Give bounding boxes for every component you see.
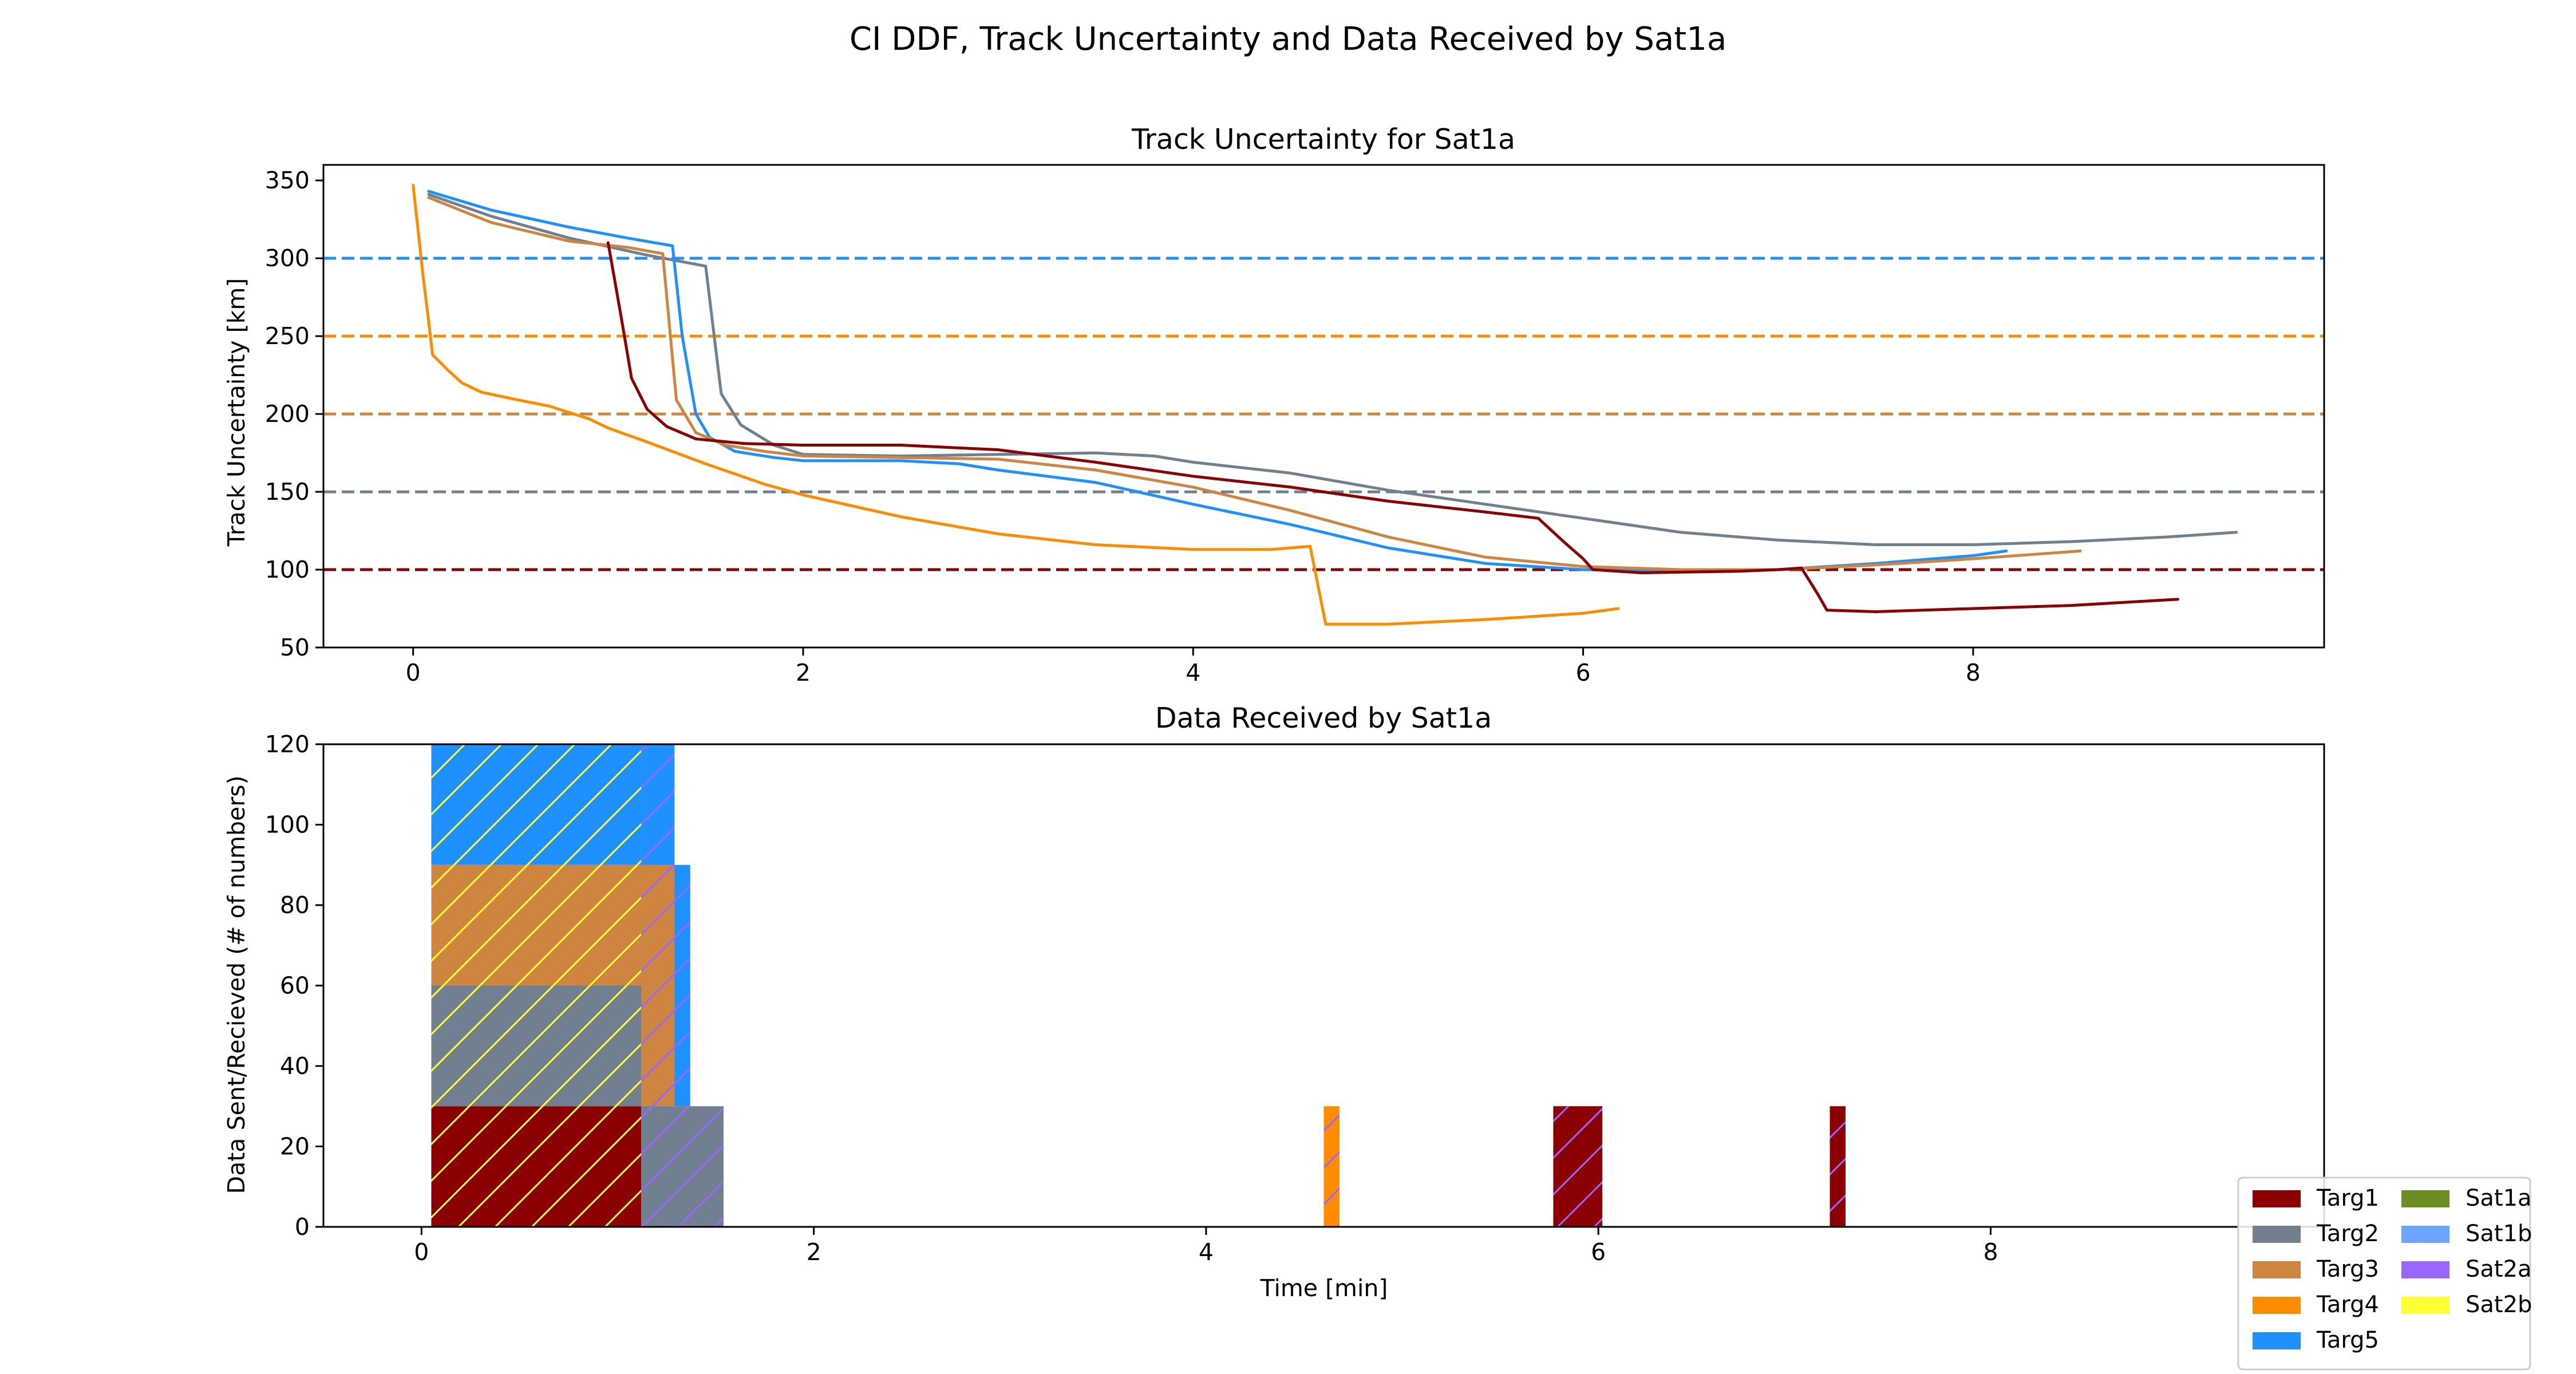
data-bar bbox=[641, 985, 675, 1107]
data-bar bbox=[431, 985, 642, 1107]
legend-swatch bbox=[2401, 1297, 2449, 1314]
y-tick-label: 100 bbox=[265, 811, 310, 839]
x-tick-label: 6 bbox=[1591, 1238, 1606, 1266]
y-tick-label: 350 bbox=[265, 167, 310, 194]
legend-entry: Sat2a bbox=[2401, 1256, 2532, 1282]
x-tick-label: 2 bbox=[796, 659, 811, 686]
x-tick-label: 8 bbox=[1983, 1238, 1998, 1266]
data-received-chart: Data Received by Sat1a Data Sent/Recieve… bbox=[223, 702, 2325, 1302]
y-tick-label: 80 bbox=[280, 891, 310, 919]
x-tick-label: 0 bbox=[414, 1238, 429, 1266]
legend-swatch bbox=[2253, 1297, 2301, 1314]
legend-entry: Targ5 bbox=[2253, 1327, 2379, 1353]
legend-swatch bbox=[2253, 1226, 2301, 1243]
y-tick-label: 100 bbox=[265, 556, 310, 583]
x-tick-label: 4 bbox=[1199, 1238, 1214, 1266]
legend-swatch bbox=[2401, 1226, 2449, 1243]
legend-swatch bbox=[2401, 1261, 2449, 1278]
track-uncertainty-chart-title: Track Uncertainty for Sat1a bbox=[1131, 123, 1515, 156]
legend-label: Sat1a bbox=[2466, 1185, 2532, 1211]
legend-label: Targ1 bbox=[2316, 1185, 2379, 1211]
track-series-line bbox=[427, 196, 2082, 571]
y-tick-label: 20 bbox=[280, 1133, 310, 1160]
y-tick-label: 300 bbox=[265, 244, 310, 272]
legend-entry: Targ4 bbox=[2253, 1292, 2379, 1318]
legend-label: Sat2a bbox=[2466, 1256, 2532, 1282]
data-bar bbox=[1830, 1106, 1846, 1227]
legend-label: Sat1b bbox=[2466, 1221, 2532, 1247]
track-uncertainty-chart: Track Uncertainty for Sat1a Track Uncert… bbox=[223, 123, 2325, 686]
x-tick-label: 2 bbox=[807, 1238, 821, 1266]
data-received-chart-title: Data Received by Sat1a bbox=[1155, 702, 1492, 735]
legend-entry: Targ1 bbox=[2253, 1185, 2379, 1211]
data-bar bbox=[431, 1106, 642, 1227]
data-bar bbox=[641, 864, 675, 986]
data-bar bbox=[641, 1106, 724, 1227]
y-tick-label: 150 bbox=[265, 478, 310, 506]
track-uncertainty-y-axis-label: Track Uncertainty [km] bbox=[223, 278, 250, 547]
data-bar bbox=[641, 744, 675, 865]
legend-entry: Sat1a bbox=[2401, 1185, 2532, 1211]
y-tick-label: 0 bbox=[295, 1213, 310, 1241]
y-tick-label: 120 bbox=[265, 731, 310, 758]
y-tick-label: 200 bbox=[265, 400, 310, 428]
track-uncertainty-plot-frame bbox=[322, 164, 2325, 649]
data-received-plot-frame bbox=[322, 743, 2325, 1228]
data-bar bbox=[1323, 1106, 1340, 1227]
y-tick-label: 50 bbox=[280, 634, 310, 661]
legend-label: Targ3 bbox=[2316, 1256, 2379, 1282]
data-received-y-axis-label: Data Sent/Recieved (# of numbers) bbox=[223, 776, 250, 1194]
y-tick-label: 40 bbox=[280, 1052, 310, 1080]
legend-label: Targ4 bbox=[2316, 1292, 2379, 1318]
legend-label: Targ2 bbox=[2316, 1221, 2379, 1247]
legend-entry: Sat1b bbox=[2401, 1221, 2532, 1247]
legend-swatch bbox=[2253, 1190, 2301, 1207]
track-series-line bbox=[427, 193, 2238, 546]
track-series-line bbox=[606, 241, 2179, 613]
y-tick-label: 60 bbox=[280, 972, 310, 1000]
legend-swatch bbox=[2401, 1190, 2449, 1207]
legend-entry: Sat2b bbox=[2401, 1292, 2532, 1318]
legend-label: Targ5 bbox=[2316, 1327, 2379, 1353]
legend-label: Sat2b bbox=[2466, 1292, 2532, 1318]
figure-suptitle: CI DDF, Track Uncertainty and Data Recei… bbox=[850, 21, 1726, 58]
legend-swatch bbox=[2253, 1332, 2301, 1349]
x-tick-label: 6 bbox=[1576, 659, 1591, 686]
track-series-line bbox=[412, 183, 1620, 626]
legend-box bbox=[2237, 1176, 2531, 1371]
data-bar bbox=[431, 744, 642, 865]
legend-entry: Targ2 bbox=[2253, 1221, 2379, 1247]
data-bar bbox=[1553, 1106, 1603, 1227]
data-bar bbox=[431, 864, 642, 986]
legend-entry: Targ3 bbox=[2253, 1256, 2379, 1282]
legend-swatch bbox=[2253, 1261, 2301, 1278]
legend: Targ1 Targ2 Targ3 Targ4 Targ5 Sat1a Sat1b Sat2a… bbox=[2237, 1176, 2532, 1371]
y-tick-label: 250 bbox=[265, 322, 310, 350]
data-received-x-axis-label: Time [min] bbox=[1260, 1274, 1388, 1302]
x-tick-label: 8 bbox=[1966, 659, 1981, 686]
x-tick-label: 0 bbox=[406, 659, 421, 686]
x-tick-label: 4 bbox=[1186, 659, 1200, 686]
